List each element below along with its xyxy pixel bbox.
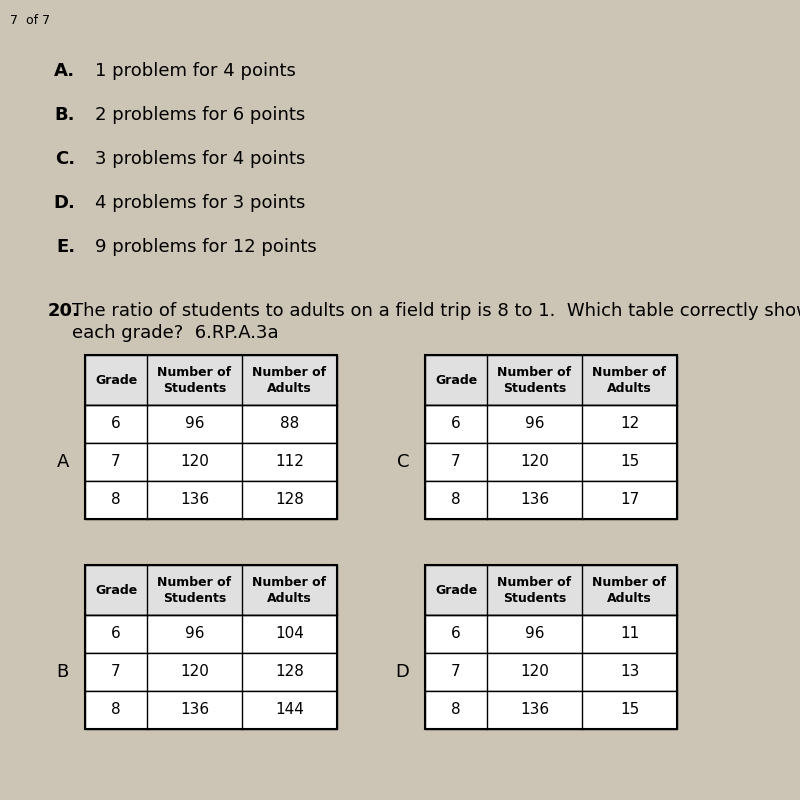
Text: E.: E. xyxy=(56,238,75,256)
Text: 120: 120 xyxy=(520,665,549,679)
Text: Number of
Adults: Number of Adults xyxy=(253,366,326,394)
Text: 112: 112 xyxy=(275,454,304,470)
Text: 8: 8 xyxy=(451,702,461,718)
Text: 17: 17 xyxy=(620,493,639,507)
Text: 15: 15 xyxy=(620,454,639,470)
Bar xyxy=(425,355,677,405)
Text: 7  of 7: 7 of 7 xyxy=(10,14,50,27)
Text: Grade: Grade xyxy=(95,374,137,386)
Text: C: C xyxy=(397,453,409,471)
Text: Number of
Students: Number of Students xyxy=(498,366,571,394)
Text: 7: 7 xyxy=(451,665,461,679)
Text: C.: C. xyxy=(55,150,75,168)
Text: 11: 11 xyxy=(620,626,639,642)
Text: B: B xyxy=(57,663,69,681)
Text: 128: 128 xyxy=(275,493,304,507)
Bar xyxy=(85,355,337,405)
Text: 7: 7 xyxy=(111,665,121,679)
Bar xyxy=(425,653,677,691)
Text: A: A xyxy=(57,453,69,471)
Text: 128: 128 xyxy=(275,665,304,679)
Bar xyxy=(425,405,677,443)
Text: 6: 6 xyxy=(451,626,461,642)
Text: 6: 6 xyxy=(111,417,121,431)
Text: A.: A. xyxy=(54,62,75,80)
Text: 88: 88 xyxy=(280,417,299,431)
Text: 120: 120 xyxy=(520,454,549,470)
Text: 144: 144 xyxy=(275,702,304,718)
Text: Number of
Students: Number of Students xyxy=(158,575,231,605)
Bar xyxy=(425,565,677,615)
Text: 104: 104 xyxy=(275,626,304,642)
Text: 3 problems for 4 points: 3 problems for 4 points xyxy=(95,150,306,168)
Text: 96: 96 xyxy=(525,417,544,431)
Bar xyxy=(85,565,337,729)
Text: B.: B. xyxy=(54,106,75,124)
Text: 96: 96 xyxy=(525,626,544,642)
Text: 4 problems for 3 points: 4 problems for 3 points xyxy=(95,194,306,212)
Text: 7: 7 xyxy=(451,454,461,470)
Text: Grade: Grade xyxy=(95,583,137,597)
Text: Grade: Grade xyxy=(435,374,477,386)
Text: 136: 136 xyxy=(180,702,209,718)
Bar xyxy=(425,565,677,729)
Text: 120: 120 xyxy=(180,454,209,470)
Bar xyxy=(425,355,677,519)
Bar xyxy=(425,481,677,519)
Bar xyxy=(425,443,677,481)
Text: Number of
Adults: Number of Adults xyxy=(593,575,666,605)
Text: 136: 136 xyxy=(180,493,209,507)
Text: 20.: 20. xyxy=(48,302,80,320)
Text: 8: 8 xyxy=(111,702,121,718)
Text: 7: 7 xyxy=(111,454,121,470)
Bar xyxy=(85,615,337,653)
Bar xyxy=(85,481,337,519)
Text: 15: 15 xyxy=(620,702,639,718)
Text: 96: 96 xyxy=(185,626,204,642)
Text: 6: 6 xyxy=(451,417,461,431)
Text: Number of
Adults: Number of Adults xyxy=(253,575,326,605)
Text: 136: 136 xyxy=(520,702,549,718)
Text: 120: 120 xyxy=(180,665,209,679)
Bar xyxy=(85,653,337,691)
Text: Number of
Students: Number of Students xyxy=(498,575,571,605)
Text: 136: 136 xyxy=(520,493,549,507)
Text: Grade: Grade xyxy=(435,583,477,597)
Text: 2 problems for 6 points: 2 problems for 6 points xyxy=(95,106,306,124)
Bar xyxy=(85,405,337,443)
Bar xyxy=(425,615,677,653)
Bar xyxy=(85,691,337,729)
Text: 9 problems for 12 points: 9 problems for 12 points xyxy=(95,238,317,256)
Text: 12: 12 xyxy=(620,417,639,431)
Text: D.: D. xyxy=(53,194,75,212)
Text: 96: 96 xyxy=(185,417,204,431)
Text: Number of
Students: Number of Students xyxy=(158,366,231,394)
Bar xyxy=(85,443,337,481)
Text: each grade?  6.RP.A.3a: each grade? 6.RP.A.3a xyxy=(72,324,278,342)
Text: 1 problem for 4 points: 1 problem for 4 points xyxy=(95,62,296,80)
Text: D: D xyxy=(395,663,409,681)
Bar xyxy=(425,691,677,729)
Text: 13: 13 xyxy=(620,665,639,679)
Text: 8: 8 xyxy=(451,493,461,507)
Bar xyxy=(85,565,337,615)
Text: Number of
Adults: Number of Adults xyxy=(593,366,666,394)
Bar xyxy=(85,355,337,519)
Text: 8: 8 xyxy=(111,493,121,507)
Text: 6: 6 xyxy=(111,626,121,642)
Text: The ratio of students to adults on a field trip is 8 to 1.  Which table correctl: The ratio of students to adults on a fie… xyxy=(72,302,800,320)
